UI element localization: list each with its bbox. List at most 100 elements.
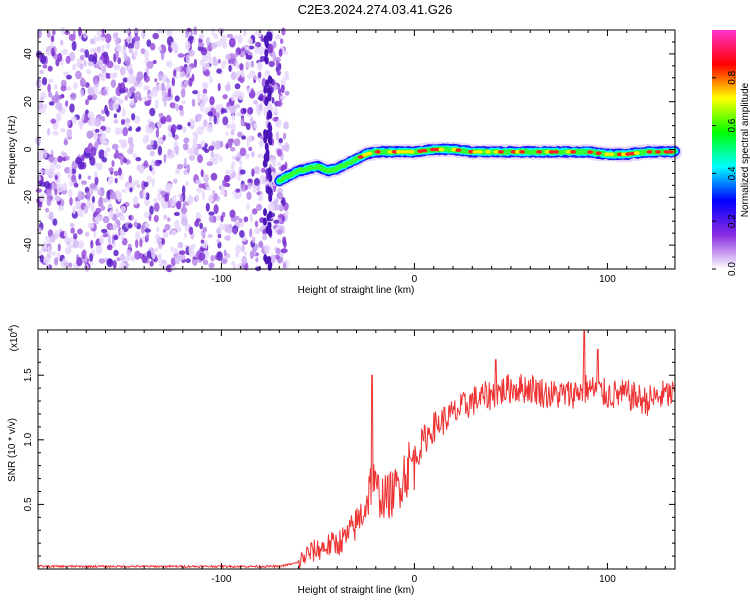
noise-blob [262, 217, 267, 226]
noise-blob [98, 59, 103, 69]
noise-blob [153, 202, 160, 212]
noise-blob [222, 94, 228, 100]
noise-blob [246, 135, 253, 143]
noise-blob [144, 228, 151, 233]
colorbar-tick-label: 0.6 [727, 118, 738, 132]
trace-hotspot [472, 150, 479, 154]
noise-blob [220, 34, 227, 45]
trace-hotspot [429, 147, 436, 152]
noise-blob [240, 118, 245, 127]
noise-blob [266, 31, 271, 40]
noise-blob [48, 101, 55, 106]
noise-region [35, 26, 290, 273]
noise-blob [136, 126, 141, 132]
noise-blob [227, 138, 233, 148]
noise-blob [149, 205, 154, 215]
noise-blob [219, 223, 223, 232]
noise-blob [93, 47, 98, 53]
noise-blob [199, 222, 204, 230]
trace-hotspot [519, 150, 526, 154]
trace-hotspot [438, 147, 445, 152]
noise-blob [263, 135, 268, 144]
noise-blob [64, 246, 72, 255]
noise-blob [47, 128, 51, 136]
noise-blob [199, 102, 205, 112]
noise-blob [247, 178, 253, 183]
noise-blob [121, 108, 126, 118]
noise-blob [159, 190, 167, 195]
noise-blob [179, 254, 186, 260]
noise-blob [111, 96, 118, 102]
noise-blob [225, 53, 231, 61]
noise-blob [152, 87, 158, 98]
noise-blob [188, 154, 195, 161]
noise-blob [181, 100, 186, 105]
noise-blob [188, 244, 194, 255]
noise-blob [254, 46, 258, 55]
x-tick-label: 100 [599, 274, 616, 285]
noise-blob [120, 156, 124, 166]
noise-blob [203, 174, 209, 183]
noise-blob [216, 251, 223, 261]
noise-blob [47, 245, 51, 256]
trace-hotspot [374, 150, 381, 154]
noise-blob [221, 60, 226, 69]
noise-blob [199, 247, 207, 252]
noise-blob [87, 95, 93, 101]
noise-blob [134, 250, 141, 260]
noise-blob [127, 136, 134, 145]
trace-hotspot [514, 150, 521, 154]
noise-blob [90, 117, 97, 127]
trace-hotspot [400, 150, 407, 154]
trace-hotspot [485, 150, 492, 154]
noise-blob [198, 183, 205, 188]
noise-blob [86, 191, 91, 201]
noise-blob [157, 193, 161, 202]
noise-blob [282, 132, 287, 140]
noise-blob [155, 128, 160, 138]
noise-blob [137, 165, 144, 173]
noise-blob [83, 60, 87, 67]
noise-blob [257, 61, 262, 70]
noise-blob [141, 29, 146, 39]
noise-blob [282, 236, 287, 246]
noise-blob [120, 253, 125, 262]
noise-blob [41, 77, 48, 86]
noise-blob [276, 148, 283, 157]
noise-blob [268, 76, 273, 85]
noise-blob [117, 167, 122, 176]
noise-blob [73, 182, 79, 188]
noise-blob [214, 153, 221, 160]
snr-multiplier-label: (x104) [8, 325, 20, 352]
noise-blob [113, 234, 119, 241]
noise-blob [109, 191, 116, 200]
noise-blob [53, 84, 58, 90]
noise-blob [104, 126, 111, 134]
noise-blob [210, 254, 215, 262]
noise-blob [208, 195, 214, 203]
noise-blob [273, 198, 279, 204]
noise-blob [54, 174, 58, 181]
noise-blob [185, 258, 191, 264]
noise-blob [96, 162, 103, 171]
noise-blob [276, 204, 284, 211]
noise-blob [230, 71, 237, 80]
noise-blob [101, 228, 108, 234]
colorbar-tick-label: 0.2 [727, 214, 738, 228]
noise-blob [196, 187, 203, 194]
noise-blob [257, 153, 264, 159]
noise-blob [54, 257, 59, 266]
noise-blob [182, 202, 186, 213]
noise-blob [239, 169, 246, 175]
noise-blob [206, 123, 213, 133]
signal-trace [272, 141, 682, 188]
noise-blob [162, 203, 169, 208]
noise-blob [102, 215, 110, 224]
noise-blob [277, 239, 281, 244]
noise-blob [106, 190, 111, 201]
noise-blob [211, 27, 215, 36]
noise-blob [99, 135, 106, 145]
noise-blob [72, 205, 76, 215]
noise-blob [139, 238, 143, 248]
noise-blob [132, 152, 138, 159]
